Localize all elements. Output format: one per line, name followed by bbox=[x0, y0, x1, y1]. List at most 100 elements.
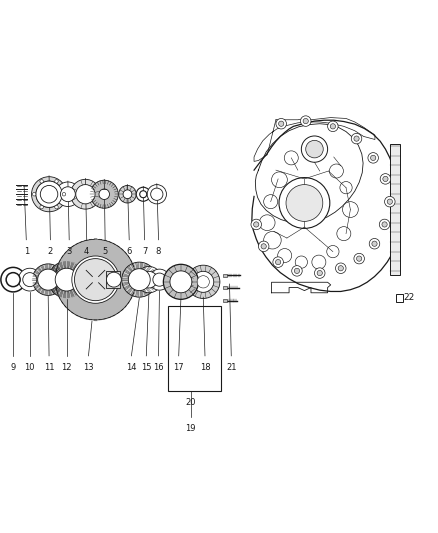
Text: 19: 19 bbox=[185, 424, 196, 433]
Circle shape bbox=[379, 219, 390, 230]
Circle shape bbox=[163, 264, 198, 300]
Circle shape bbox=[141, 271, 157, 288]
Text: 2: 2 bbox=[48, 247, 53, 256]
Polygon shape bbox=[59, 260, 60, 262]
Polygon shape bbox=[61, 301, 63, 304]
Polygon shape bbox=[59, 297, 60, 300]
Circle shape bbox=[123, 190, 132, 199]
Circle shape bbox=[385, 197, 395, 207]
Circle shape bbox=[286, 184, 323, 221]
Polygon shape bbox=[113, 314, 116, 316]
Circle shape bbox=[197, 276, 209, 288]
Circle shape bbox=[300, 116, 311, 126]
Circle shape bbox=[294, 268, 300, 273]
Polygon shape bbox=[85, 240, 87, 241]
Polygon shape bbox=[125, 252, 127, 254]
Bar bbox=[396, 294, 403, 302]
Circle shape bbox=[18, 268, 41, 291]
Circle shape bbox=[340, 182, 352, 194]
Text: 16: 16 bbox=[153, 363, 164, 372]
Circle shape bbox=[74, 259, 117, 301]
Circle shape bbox=[149, 269, 170, 290]
Text: 3: 3 bbox=[67, 247, 72, 256]
Text: 7: 7 bbox=[142, 247, 147, 256]
Polygon shape bbox=[75, 243, 78, 245]
Circle shape bbox=[128, 269, 150, 290]
Circle shape bbox=[354, 136, 359, 141]
Circle shape bbox=[153, 273, 166, 286]
Bar bbox=[223, 299, 227, 302]
Circle shape bbox=[140, 191, 147, 198]
Circle shape bbox=[48, 261, 85, 298]
Polygon shape bbox=[390, 144, 400, 275]
Polygon shape bbox=[80, 317, 83, 318]
Circle shape bbox=[187, 265, 220, 298]
Text: 10: 10 bbox=[25, 363, 35, 372]
Circle shape bbox=[369, 238, 380, 249]
Polygon shape bbox=[131, 260, 132, 262]
Circle shape bbox=[303, 118, 308, 124]
Polygon shape bbox=[75, 314, 78, 316]
Bar bbox=[223, 286, 227, 289]
Polygon shape bbox=[108, 317, 111, 318]
Polygon shape bbox=[125, 305, 127, 308]
Circle shape bbox=[147, 184, 166, 204]
Circle shape bbox=[170, 271, 192, 293]
Circle shape bbox=[259, 215, 275, 231]
Circle shape bbox=[76, 184, 95, 204]
Text: 14: 14 bbox=[126, 363, 137, 372]
Circle shape bbox=[284, 151, 298, 165]
Circle shape bbox=[295, 256, 307, 268]
Circle shape bbox=[62, 192, 66, 196]
Text: 11: 11 bbox=[44, 363, 54, 372]
Circle shape bbox=[55, 268, 78, 291]
Circle shape bbox=[136, 266, 162, 293]
Polygon shape bbox=[71, 312, 74, 313]
Text: 13: 13 bbox=[83, 363, 94, 372]
Circle shape bbox=[60, 187, 75, 201]
Circle shape bbox=[317, 270, 322, 276]
Text: 5: 5 bbox=[102, 247, 108, 256]
Circle shape bbox=[273, 257, 283, 268]
Polygon shape bbox=[113, 243, 116, 245]
Circle shape bbox=[279, 121, 284, 126]
Polygon shape bbox=[121, 309, 123, 311]
Circle shape bbox=[38, 269, 59, 290]
Text: 18: 18 bbox=[200, 363, 210, 372]
Circle shape bbox=[1, 268, 25, 292]
Text: 8: 8 bbox=[156, 247, 161, 256]
Circle shape bbox=[72, 256, 119, 303]
Circle shape bbox=[278, 248, 292, 263]
Circle shape bbox=[312, 255, 326, 269]
Polygon shape bbox=[108, 241, 111, 243]
Circle shape bbox=[258, 241, 269, 252]
Circle shape bbox=[99, 189, 110, 199]
Circle shape bbox=[32, 177, 67, 212]
Polygon shape bbox=[68, 248, 70, 251]
Text: 21: 21 bbox=[226, 363, 237, 372]
Circle shape bbox=[292, 265, 302, 276]
Circle shape bbox=[306, 140, 323, 158]
Circle shape bbox=[55, 180, 58, 183]
Circle shape bbox=[136, 187, 150, 201]
Polygon shape bbox=[80, 241, 83, 243]
Polygon shape bbox=[117, 312, 120, 313]
Circle shape bbox=[6, 273, 20, 287]
Circle shape bbox=[272, 172, 287, 188]
Polygon shape bbox=[104, 240, 106, 241]
Circle shape bbox=[368, 152, 378, 163]
Polygon shape bbox=[56, 288, 57, 290]
Circle shape bbox=[36, 181, 62, 207]
Circle shape bbox=[354, 253, 364, 264]
Circle shape bbox=[338, 265, 343, 271]
Circle shape bbox=[279, 177, 330, 229]
Circle shape bbox=[314, 268, 325, 278]
Circle shape bbox=[382, 222, 387, 227]
Circle shape bbox=[330, 124, 336, 129]
Polygon shape bbox=[133, 264, 134, 266]
Polygon shape bbox=[134, 288, 135, 290]
Polygon shape bbox=[64, 252, 66, 254]
Polygon shape bbox=[61, 255, 63, 258]
Circle shape bbox=[122, 262, 157, 297]
Text: 6: 6 bbox=[127, 247, 132, 256]
